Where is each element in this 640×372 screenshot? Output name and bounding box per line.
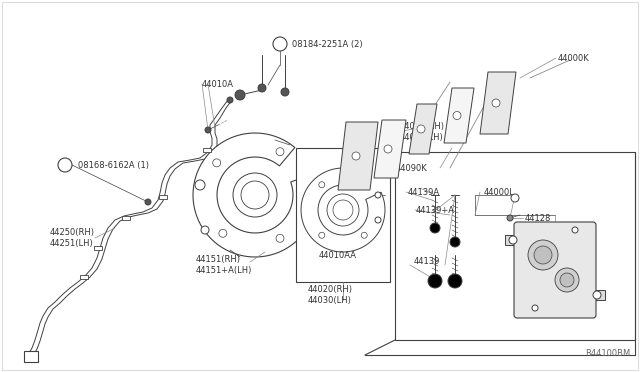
Text: 44001(RH)
44011(LH): 44001(RH) 44011(LH) [400, 122, 445, 142]
Circle shape [235, 90, 245, 100]
Circle shape [593, 291, 601, 299]
Polygon shape [24, 351, 38, 362]
Text: 44020(RH)
44030(LH): 44020(RH) 44030(LH) [307, 285, 353, 305]
Circle shape [511, 194, 519, 202]
Text: 44139A: 44139A [408, 187, 440, 196]
Text: 44139: 44139 [414, 257, 440, 266]
Circle shape [560, 273, 574, 287]
Polygon shape [505, 235, 517, 245]
Circle shape [361, 182, 367, 188]
Text: 44139+A: 44139+A [416, 205, 455, 215]
Circle shape [327, 194, 359, 226]
Text: 44090K: 44090K [396, 164, 428, 173]
Text: B: B [278, 41, 282, 47]
Text: 44000L: 44000L [484, 187, 515, 196]
Text: 44250(RH)
44251(LH): 44250(RH) 44251(LH) [50, 228, 95, 248]
Text: 44010A: 44010A [202, 80, 234, 89]
Circle shape [507, 215, 513, 221]
Bar [80, 275, 88, 279]
Polygon shape [409, 104, 437, 154]
Circle shape [145, 199, 151, 205]
Circle shape [273, 37, 287, 51]
Polygon shape [193, 133, 317, 257]
Text: 08184-2251A (2): 08184-2251A (2) [292, 39, 363, 48]
Circle shape [417, 125, 425, 133]
Circle shape [534, 246, 552, 264]
Circle shape [375, 192, 381, 198]
Circle shape [195, 180, 205, 190]
Circle shape [281, 88, 289, 96]
Circle shape [352, 152, 360, 160]
Circle shape [227, 97, 233, 103]
Text: 08168-6162A (1): 08168-6162A (1) [78, 160, 149, 170]
Bar [395, 152, 635, 340]
Circle shape [276, 234, 284, 242]
Circle shape [428, 274, 442, 288]
Bar [122, 216, 130, 220]
Circle shape [532, 305, 538, 311]
Circle shape [201, 226, 209, 234]
Circle shape [448, 274, 462, 288]
Circle shape [233, 173, 277, 217]
Circle shape [384, 145, 392, 153]
Circle shape [572, 227, 578, 233]
Circle shape [361, 232, 367, 238]
Polygon shape [593, 290, 605, 300]
Circle shape [319, 182, 324, 188]
Circle shape [319, 232, 324, 238]
Circle shape [241, 181, 269, 209]
Circle shape [450, 237, 460, 247]
Circle shape [453, 112, 461, 119]
Polygon shape [301, 168, 385, 252]
Circle shape [58, 158, 72, 172]
Text: S: S [63, 162, 67, 168]
Circle shape [509, 236, 517, 244]
Circle shape [219, 229, 227, 237]
Circle shape [333, 200, 353, 220]
Text: 44151(RH)
44151+A(LH): 44151(RH) 44151+A(LH) [196, 255, 252, 275]
Text: 44128: 44128 [525, 214, 552, 222]
Circle shape [528, 240, 558, 270]
Circle shape [430, 223, 440, 233]
Bar [203, 148, 211, 153]
Polygon shape [480, 72, 516, 134]
Circle shape [375, 217, 381, 223]
Bar [296, 148, 390, 282]
Bar [159, 195, 167, 199]
Polygon shape [444, 88, 474, 143]
Bar [94, 246, 102, 250]
Circle shape [205, 127, 211, 133]
Circle shape [492, 99, 500, 107]
Circle shape [276, 148, 284, 156]
Circle shape [555, 268, 579, 292]
Polygon shape [374, 120, 406, 178]
Text: R44100BM: R44100BM [585, 349, 630, 358]
Circle shape [258, 84, 266, 92]
Text: 44010AA: 44010AA [319, 250, 357, 260]
Circle shape [212, 159, 221, 167]
Text: 44000K: 44000K [558, 54, 589, 62]
FancyBboxPatch shape [514, 222, 596, 318]
Polygon shape [338, 122, 378, 190]
